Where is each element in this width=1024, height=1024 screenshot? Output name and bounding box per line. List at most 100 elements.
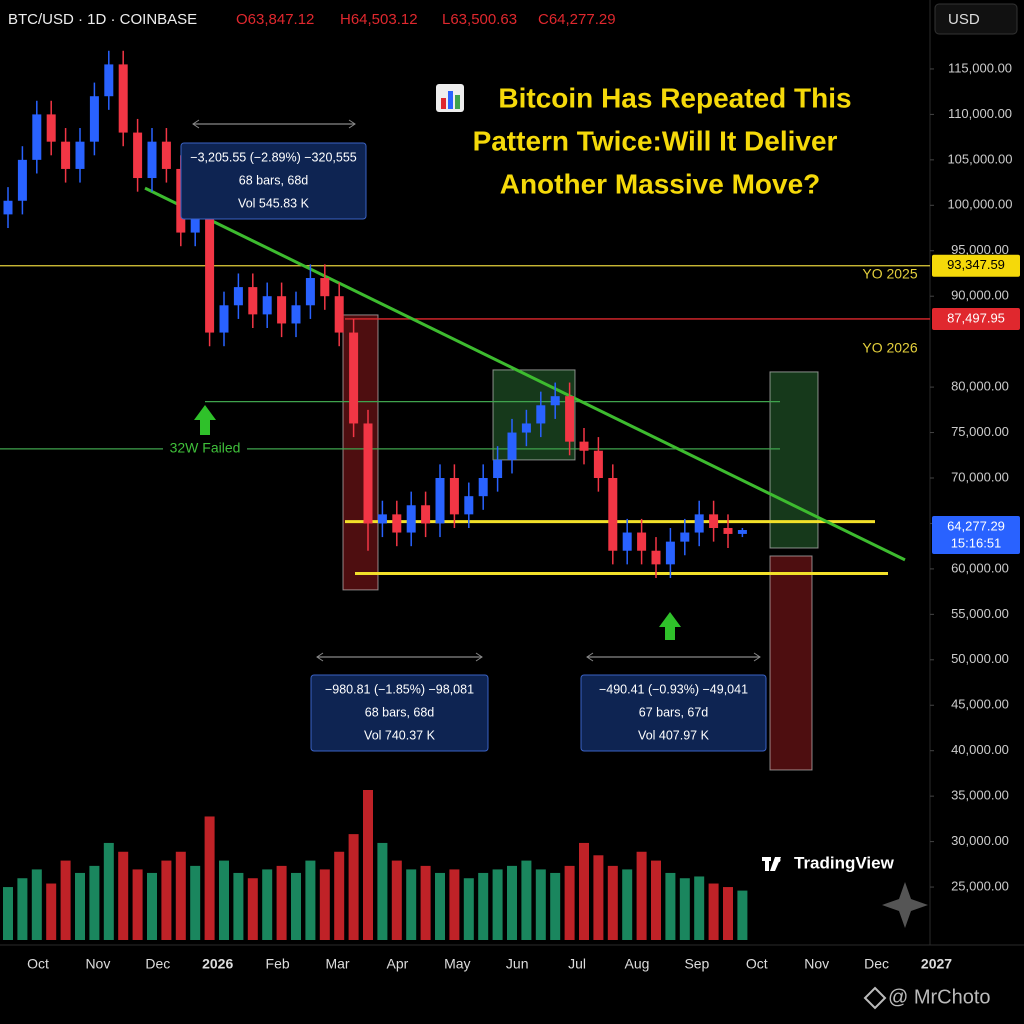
x-tick-label: Sep <box>684 956 709 972</box>
y-tick-label: 55,000.00 <box>951 606 1009 621</box>
zone-box <box>769 555 813 771</box>
level-label: YO 2026 <box>862 340 917 356</box>
volume-bar <box>31 869 42 940</box>
candle-body <box>507 432 517 460</box>
candle-body <box>622 532 632 551</box>
price-tag-label: 93,347.59 <box>947 257 1005 272</box>
last-price-tag <box>932 516 1020 555</box>
measure-text: 68 bars, 68d <box>239 173 309 187</box>
candle-body <box>61 141 71 169</box>
volume-bar <box>147 872 157 940</box>
y-tick-label: 45,000.00 <box>951 697 1009 712</box>
candle-body <box>277 296 287 324</box>
measure-box <box>580 674 767 752</box>
volume-bar <box>219 860 229 940</box>
measure-text: 68 bars, 68d <box>365 705 435 719</box>
x-tick-label: Feb <box>266 956 290 972</box>
measure-text: −980.81 (−1.85%) −98,081 <box>325 682 474 696</box>
volume-bar <box>17 878 28 940</box>
currency: USD <box>948 11 980 28</box>
volume-bar <box>363 790 373 940</box>
y-tick-label: 25,000.00 <box>951 878 1009 893</box>
countdown: 15:16:51 <box>951 535 1002 550</box>
volume-bar <box>75 872 85 940</box>
volume-bar <box>319 869 330 940</box>
y-tick-label: 30,000.00 <box>951 833 1009 848</box>
candle-body <box>118 64 128 133</box>
measure-text: −3,205.55 (−2.89%) −320,555 <box>190 150 357 164</box>
volume-bar <box>449 869 460 940</box>
volume-bar <box>247 878 258 940</box>
measure-arrowhead <box>586 652 594 662</box>
volume-bar <box>579 842 589 940</box>
volume-bar <box>190 865 201 940</box>
x-tick-label: May <box>444 956 470 972</box>
volume-bar <box>521 860 532 940</box>
volume-bar <box>204 816 215 940</box>
volume-bar <box>161 860 172 940</box>
y-tick-label: 75,000.00 <box>951 424 1009 439</box>
label-bg <box>163 440 247 458</box>
candle-body <box>421 505 431 524</box>
currency-box <box>934 3 1018 35</box>
ohlc-value: C64,277.29 <box>538 11 616 28</box>
volume-bar <box>406 869 417 940</box>
volume-bar <box>276 865 287 940</box>
volume-bar <box>665 872 676 940</box>
candle-body <box>565 396 575 442</box>
candle-body <box>190 214 200 233</box>
measure-box <box>310 674 489 752</box>
last-price-label: 64,277.29 <box>947 518 1005 533</box>
y-tick-label: 110,000.00 <box>948 106 1012 121</box>
candle-body <box>248 287 258 315</box>
x-tick-label: Aug <box>625 956 650 972</box>
volume-bar <box>60 860 71 940</box>
volume-bar <box>564 865 575 940</box>
volume-bar <box>550 872 561 940</box>
volume-bar <box>507 865 517 940</box>
candle-body <box>320 278 330 297</box>
watermark: @ MrChoto <box>888 986 991 1008</box>
volume-bar <box>348 834 359 940</box>
candle-body <box>723 527 733 534</box>
candle-body <box>536 405 546 424</box>
y-tick-label: 35,000.00 <box>951 788 1009 803</box>
candle-body <box>133 132 143 179</box>
candle-body <box>161 141 171 169</box>
candle-body <box>262 296 272 315</box>
volume-bar <box>679 878 690 940</box>
candle-body <box>464 496 474 515</box>
price-tag <box>932 307 1020 330</box>
candle-body <box>89 96 99 142</box>
x-tick-label: Nov <box>85 956 110 972</box>
price-tag-label: 87,497.95 <box>947 310 1005 325</box>
volume-bar <box>118 851 129 940</box>
candle-body <box>665 541 675 565</box>
y-tick-label: 100,000.00 <box>947 197 1012 212</box>
ohlc-value: O63,847.12 <box>236 11 314 28</box>
volume-bar <box>694 876 705 940</box>
candle-body <box>377 514 387 524</box>
level-label: YO 2025 <box>862 266 917 282</box>
measure-text: Vol 545.83 K <box>238 196 310 210</box>
measure-text: Vol 740.37 K <box>364 728 436 742</box>
y-tick-label: 70,000.00 <box>951 469 1009 484</box>
candle-body <box>3 200 13 215</box>
candle-body <box>147 141 157 179</box>
measure-text: 67 bars, 67d <box>639 705 709 719</box>
candle-body <box>392 514 402 533</box>
candle-body <box>478 478 488 497</box>
candle-body <box>709 514 719 528</box>
candle-body <box>46 114 56 142</box>
y-tick-label: 115,000.00 <box>948 60 1012 75</box>
volume-bar <box>89 865 100 940</box>
tradingview-logo <box>762 857 781 871</box>
volume-bar <box>334 851 345 940</box>
x-tick-label: 2026 <box>202 956 233 972</box>
volume-bar <box>607 865 618 940</box>
volume-bar <box>622 869 633 940</box>
volume-bar <box>391 860 402 940</box>
candle-body <box>608 478 618 551</box>
volume-bar <box>233 872 244 940</box>
x-tick-label: Apr <box>387 956 409 972</box>
